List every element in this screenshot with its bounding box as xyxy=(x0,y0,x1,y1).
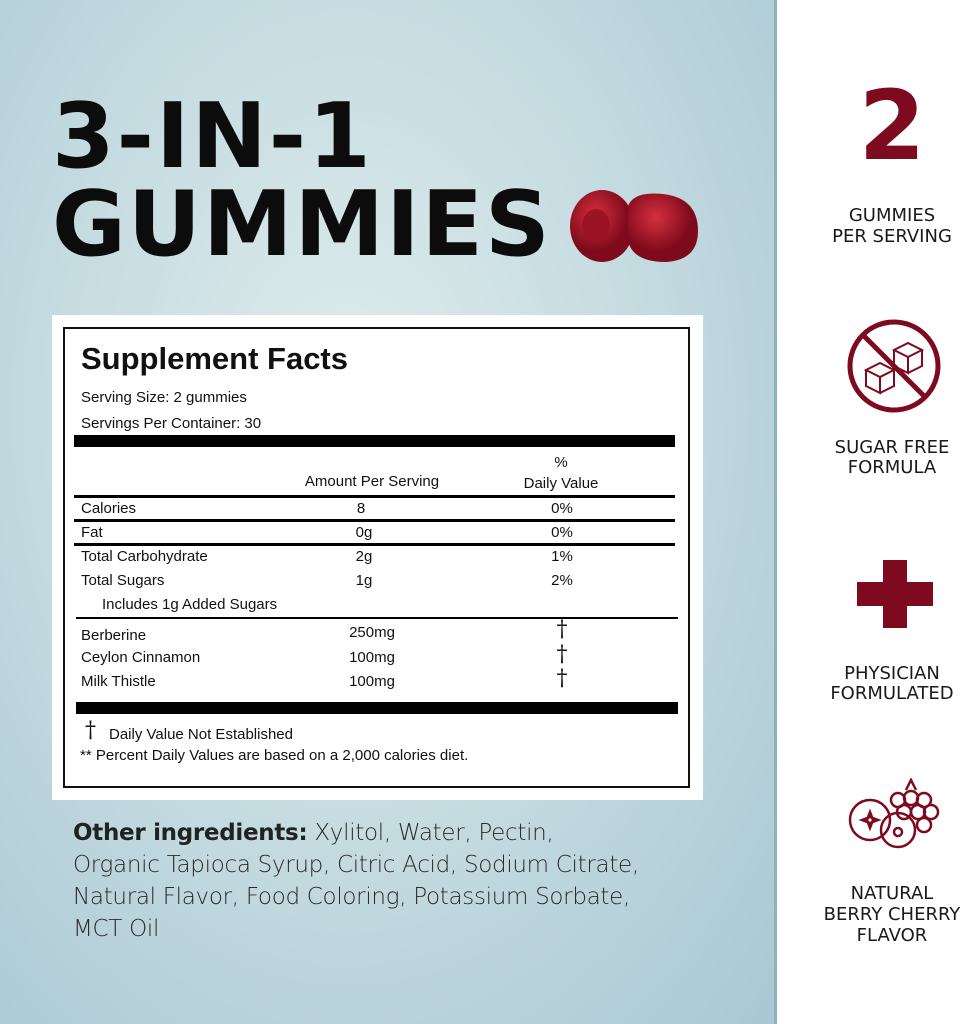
serving-size: Serving Size: 2 gummies xyxy=(81,389,247,406)
facts-title: Supplement Facts xyxy=(81,341,348,376)
divider xyxy=(774,0,777,1024)
row-dv: 0% xyxy=(551,524,573,541)
row-dv: 2% xyxy=(551,572,573,589)
divider xyxy=(74,519,675,522)
dagger: † xyxy=(556,642,568,667)
thick-divider xyxy=(76,702,678,714)
feature-label: FORMULA xyxy=(847,457,937,478)
row-dv: 1% xyxy=(551,548,573,565)
row-dv: 0% xyxy=(551,500,573,517)
col-dv-pct: % xyxy=(554,454,568,471)
divider xyxy=(74,495,675,498)
row-amount: 2g xyxy=(355,548,373,565)
row-amount: 0g xyxy=(355,524,373,541)
row-name: Total Sugars xyxy=(81,572,165,589)
dagger: † xyxy=(85,718,96,743)
no-sugar-icon xyxy=(847,319,941,413)
divider xyxy=(76,617,678,619)
ingredient-amount: 100mg xyxy=(349,649,395,666)
berries-icon xyxy=(848,778,940,849)
divider xyxy=(74,543,675,546)
serving-count: 2 xyxy=(858,70,926,182)
dagger: † xyxy=(556,617,568,642)
headline-line1: 3-IN-1 xyxy=(52,84,373,189)
feature-label: BERRY CHERRY xyxy=(823,904,961,925)
col-dv: Daily Value xyxy=(523,475,599,492)
row-name: Total Carbohydrate xyxy=(81,548,208,565)
dagger: † xyxy=(556,666,568,691)
feature-label: GUMMIES xyxy=(848,205,936,226)
servings-per-container: Servings Per Container: 30 xyxy=(81,415,262,432)
row-name: Fat xyxy=(81,524,103,541)
feature-label: FLAVOR xyxy=(856,925,928,946)
other-ingredients-text: Xylitol, Water, Pectin, Organic Tapioca … xyxy=(73,820,639,942)
footnote-percent: ** Percent Daily Values are based on a 2… xyxy=(80,747,469,764)
ingredient-name: Milk Thistle xyxy=(81,673,156,690)
other-ingredients-label: Other ingredients: xyxy=(73,820,308,846)
ingredient-amount: 100mg xyxy=(349,673,395,690)
feature-label: PER SERVING xyxy=(832,226,952,247)
row-name: Calories xyxy=(81,500,137,517)
medical-cross-icon xyxy=(857,560,933,628)
ingredient-amount: 250mg xyxy=(349,624,395,641)
gummy-image xyxy=(570,190,698,262)
feature-label: FORMULATED xyxy=(830,683,954,704)
feature-label: SUGAR FREE xyxy=(834,437,950,458)
ingredient-name: Ceylon Cinnamon xyxy=(81,649,201,666)
row-amount: 8 xyxy=(356,500,366,517)
other-ingredients: Other ingredients: Xylitol, Water, Pecti… xyxy=(73,817,643,945)
col-amount: Amount Per Serving xyxy=(304,473,440,490)
supplement-facts-box xyxy=(63,327,690,788)
footnote-dv: Daily Value Not Established xyxy=(109,726,293,743)
supplement-facts-panel: Supplement Facts Serving Size: 2 gummies… xyxy=(52,315,703,800)
feature-label: PHYSICIAN xyxy=(844,663,940,684)
feature-label: NATURAL xyxy=(850,883,934,904)
headline-line2: GUMMIES xyxy=(52,172,552,277)
ingredient-name: Berberine xyxy=(81,627,147,644)
thick-divider xyxy=(74,435,675,447)
row-name: Includes 1g Added Sugars xyxy=(102,596,278,613)
row-amount: 1g xyxy=(355,572,373,589)
